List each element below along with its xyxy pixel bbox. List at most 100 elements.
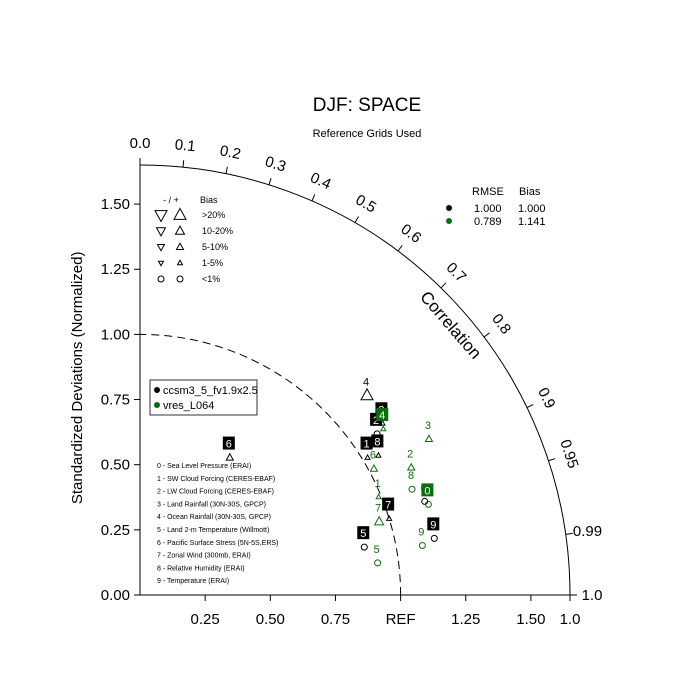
data-point-triangle xyxy=(385,514,393,521)
data-point-circle xyxy=(374,559,382,567)
data-label-box xyxy=(376,408,389,422)
stats-legend-bias-value: 1.000 xyxy=(518,203,546,215)
data-point-circle xyxy=(360,543,368,551)
y-tick-label: 0.75 xyxy=(101,392,130,409)
stats-legend-marker xyxy=(446,205,452,211)
data-label: 1 xyxy=(363,439,369,451)
case-legend-item: 2 - LW Cloud Forcing (CERES-EBAF) xyxy=(157,489,274,496)
data-label: 0 xyxy=(424,485,430,497)
case-legend-item: 8 - Relative Humidity (ERAI) xyxy=(157,565,245,572)
data-label: 2 xyxy=(407,449,413,461)
data-label: 9 xyxy=(430,519,436,531)
y-tick-label: 1.25 xyxy=(101,261,130,278)
y-tick-label: 1.50 xyxy=(101,196,130,213)
corr-tick xyxy=(483,332,490,338)
data-point-triangle xyxy=(424,434,434,443)
data-label: 3 xyxy=(425,420,431,432)
bias-legend-label: 1-5% xyxy=(202,258,223,268)
data-point-triangle xyxy=(375,451,382,458)
bias-legend-sign-header: - / + xyxy=(163,195,179,205)
data-point-triangle xyxy=(373,515,385,526)
x-tick-label: 0.25 xyxy=(191,611,220,628)
case-legend-item: 7 - Zonal Wind (300mb, ERAI) xyxy=(157,553,251,560)
data-points: 01234567890123456789 xyxy=(222,376,440,567)
stats-legend-rmse-header: RMSE xyxy=(472,186,504,198)
data-label: 5 xyxy=(374,544,380,556)
corr-tick-label: 0.0 xyxy=(130,135,151,152)
y-tick-label: 1.00 xyxy=(101,326,130,343)
x-tick-label: 1.50 xyxy=(516,611,545,628)
data-point-triangle xyxy=(375,493,382,500)
bias-legend-up-triangle xyxy=(175,242,185,251)
data-point-triangle xyxy=(406,462,416,471)
data-label-box xyxy=(357,526,370,540)
data-label: 8 xyxy=(408,470,414,482)
chart-subtitle: Reference Grids Used xyxy=(313,128,422,140)
corr-tick-label: 0.1 xyxy=(174,136,196,155)
x-tick-label: 1.0 xyxy=(560,611,581,628)
bias-legend-circle xyxy=(176,275,184,283)
data-point-triangle xyxy=(364,453,371,460)
series-legend-name: ccsm3_5_fv1.9x2.5 xyxy=(163,385,258,397)
corr-tick xyxy=(526,404,534,409)
corr-tick-label: 0.3 xyxy=(263,153,288,175)
case-legend-item: 9 - Temperature (ERAI) xyxy=(157,578,229,585)
bias-legend-up-triangle xyxy=(174,225,186,235)
data-label: 6 xyxy=(370,450,376,462)
corr-tick xyxy=(311,194,316,202)
data-label-box xyxy=(360,436,373,450)
bias-legend-circle xyxy=(157,275,165,283)
corr-tick xyxy=(565,532,573,535)
bias-legend-bias-header: Bias xyxy=(200,195,218,205)
bias-legend-label: 10-20% xyxy=(202,226,233,236)
case-legend-item: 0 - Sea Level Pressure (ERAI) xyxy=(157,463,251,470)
stats-legend-marker xyxy=(446,218,452,224)
stats-legend-bias-value: 1.141 xyxy=(518,216,546,228)
stats-legend-rmse-value: 1.000 xyxy=(474,203,502,215)
bias-legend-label: <1% xyxy=(202,274,220,284)
ref-label: REF xyxy=(386,611,416,628)
case-legend-item: 3 - Land Rainfall (30N-30S, GPCP) xyxy=(157,501,266,508)
corr-tick xyxy=(354,216,359,223)
case-legend-item: 1 - SW Cloud Forcing (CERES-EBAF) xyxy=(157,476,275,483)
data-label: 7 xyxy=(385,500,391,512)
data-label: 6 xyxy=(226,439,232,451)
bias-legend-down-triangle xyxy=(155,227,167,237)
data-label-box xyxy=(427,517,440,531)
stats-legend-bias-header: Bias xyxy=(519,186,541,198)
series-legend-marker xyxy=(154,387,160,393)
corr-tick-label: 0.2 xyxy=(218,142,242,163)
data-label: 4 xyxy=(363,376,369,388)
data-point-triangle xyxy=(379,419,386,426)
corr-tick xyxy=(548,458,556,462)
data-point-circle xyxy=(430,534,438,542)
case-legend-item: 4 - Ocean Rainfall (30N-30S, GPCP) xyxy=(157,514,271,521)
y-axis-label: Standardized Deviations (Normalized) xyxy=(69,252,86,505)
bias-legend-up-triangle xyxy=(173,207,187,220)
bias-legend-label: 5-10% xyxy=(202,242,228,252)
reference-arc xyxy=(139,333,402,596)
data-label-box xyxy=(421,483,434,497)
corr-tick-label: 0.4 xyxy=(308,169,334,193)
y-tick-label: 0.00 xyxy=(101,587,130,604)
correlation-arc xyxy=(139,164,571,596)
case-legend-item: 6 - Pacific Surface Stress (5N-5S,ERS) xyxy=(157,540,278,547)
data-label-box xyxy=(371,434,384,448)
data-label: 8 xyxy=(374,436,380,448)
corr-tick xyxy=(440,282,447,289)
data-point-circle xyxy=(408,485,416,493)
data-point-triangle xyxy=(360,387,374,401)
series-legend-name: vres_L064 xyxy=(163,400,214,412)
series-legend: ccsm3_5_fv1.9x2.5 vres_L064 xyxy=(149,379,258,416)
case-legend: 0 - Sea Level Pressure (ERAI) 1 - SW Clou… xyxy=(157,463,278,585)
chart-title: DJF: SPACE xyxy=(313,95,421,116)
bias-legend: - / + Bias >20% 10-20% 5-10% 1-5% <1% xyxy=(154,195,233,284)
stats-legend-rmse-value: 0.789 xyxy=(474,216,502,228)
x-tick-label: 0.50 xyxy=(256,611,285,628)
data-label: 9 xyxy=(418,527,424,539)
y-tick-label: 0.25 xyxy=(101,522,130,539)
data-label: 5 xyxy=(360,528,366,540)
